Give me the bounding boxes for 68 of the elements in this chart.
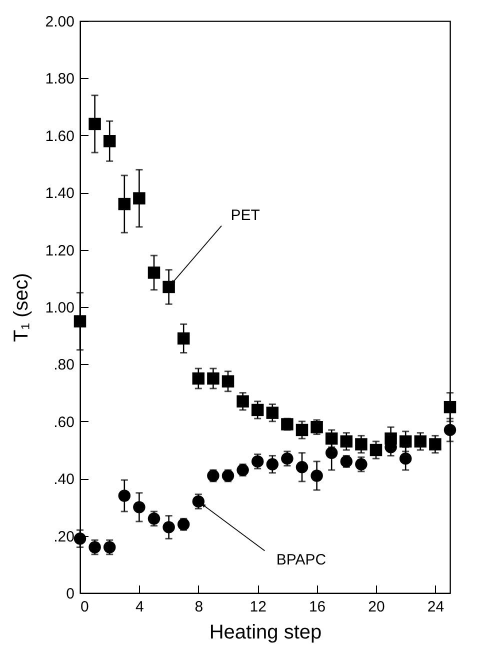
point [222, 375, 234, 388]
point [222, 470, 234, 482]
x-tick-label: 24 [427, 598, 444, 616]
y-tick-label: 1.20 [45, 242, 74, 260]
point [133, 501, 146, 514]
x-axis-title: Heating step [209, 622, 322, 644]
point [281, 418, 294, 430]
point [414, 435, 427, 448]
point [266, 458, 279, 470]
point [340, 455, 353, 468]
point [162, 521, 175, 534]
point [177, 332, 190, 345]
point [103, 541, 116, 554]
y-tick-label: 1.60 [45, 128, 74, 145]
point [74, 532, 86, 545]
point [281, 452, 294, 465]
point [296, 461, 308, 474]
y-axis-title: T₁ (sec) [10, 273, 32, 342]
point [399, 452, 412, 465]
point [266, 406, 279, 419]
y-tick-label: 1.40 [45, 185, 74, 202]
point [192, 372, 205, 385]
point [177, 518, 190, 530]
x-tick-label: 12 [250, 598, 266, 616]
y-tick-label: 2.00 [45, 14, 74, 30]
y-tick-label: .80 [54, 356, 74, 374]
y-tick-label: .40 [54, 471, 74, 488]
y-tick-label: 1.00 [45, 300, 74, 316]
point [355, 458, 368, 470]
point [251, 455, 264, 468]
point [310, 420, 323, 434]
point [444, 424, 456, 436]
point [74, 315, 86, 328]
point [251, 404, 264, 416]
point [355, 438, 368, 450]
point [370, 444, 382, 456]
annotation: PET [230, 206, 260, 224]
point [162, 280, 175, 294]
x-tick-label: 20 [368, 598, 385, 616]
point [207, 372, 220, 385]
y-tick-label: .60 [54, 414, 74, 431]
point [133, 192, 146, 204]
point [310, 470, 323, 482]
point [88, 541, 101, 554]
point [236, 395, 249, 408]
point [118, 490, 131, 502]
point [340, 435, 353, 448]
point [296, 424, 308, 436]
x-tick-label: 8 [194, 598, 204, 616]
point [88, 118, 101, 130]
point [192, 495, 205, 508]
point [207, 470, 220, 482]
point [118, 198, 131, 210]
point [444, 400, 456, 414]
y-tick-label: .20 [54, 528, 74, 546]
point [429, 438, 442, 450]
x-tick-label: 16 [308, 598, 326, 616]
point [103, 134, 116, 148]
point [148, 512, 160, 525]
point [236, 464, 249, 476]
y-tick-label: 1.80 [45, 70, 74, 88]
y-tick-label: 0 [66, 586, 74, 602]
x-tick-label: 4 [136, 598, 144, 616]
annotation: BPAPC [276, 551, 326, 568]
point [325, 446, 338, 459]
point [399, 435, 412, 448]
point [148, 266, 160, 279]
x-tick-label: 0 [80, 598, 89, 616]
